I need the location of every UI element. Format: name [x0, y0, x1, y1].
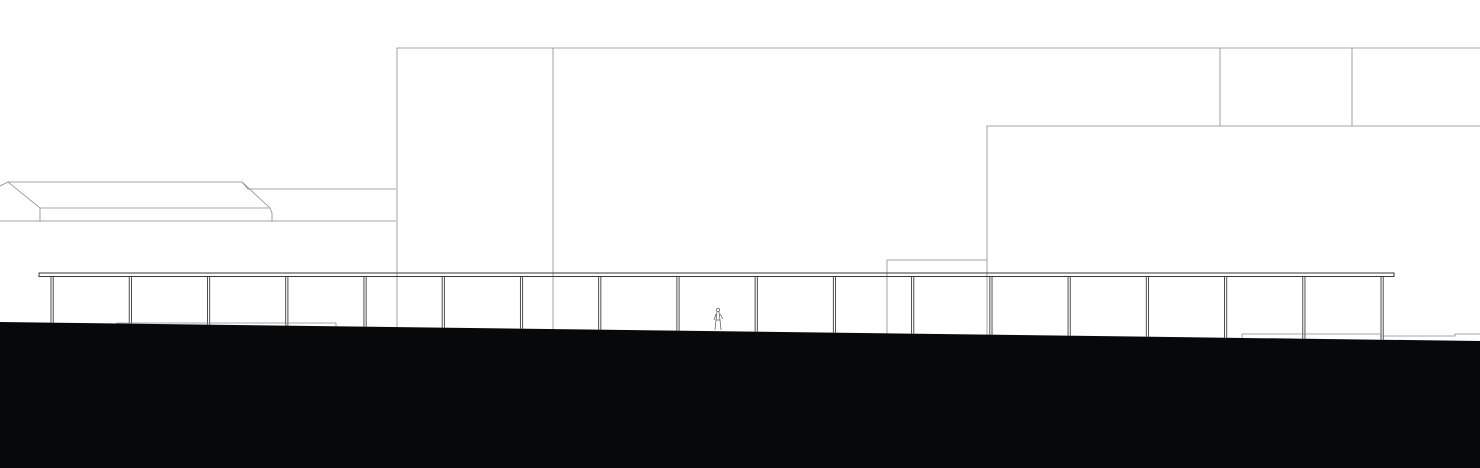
canopy: [38, 272, 1395, 277]
human-figure: [713, 308, 724, 331]
ground-section: [0, 322, 1480, 468]
columns: [50, 276, 1384, 340]
pitched-roof-building: [0, 181, 396, 222]
background-buildings: [396, 47, 1480, 336]
